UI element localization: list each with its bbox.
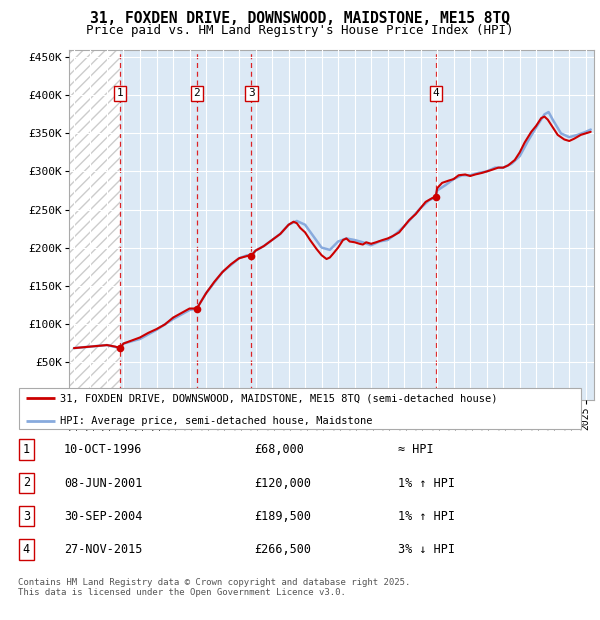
Text: £68,000: £68,000 — [254, 443, 304, 456]
Text: £189,500: £189,500 — [254, 510, 311, 523]
Text: 3: 3 — [248, 89, 255, 99]
Text: 3% ↓ HPI: 3% ↓ HPI — [398, 543, 455, 556]
Text: 4: 4 — [23, 543, 30, 556]
Text: 08-JUN-2001: 08-JUN-2001 — [64, 477, 142, 490]
Bar — [69, 50, 120, 400]
Text: 30-SEP-2004: 30-SEP-2004 — [64, 510, 142, 523]
Text: Contains HM Land Registry data © Crown copyright and database right 2025.
This d: Contains HM Land Registry data © Crown c… — [18, 578, 410, 597]
Text: 1: 1 — [23, 443, 30, 456]
Text: 2: 2 — [193, 89, 200, 99]
Text: 1% ↑ HPI: 1% ↑ HPI — [398, 510, 455, 523]
Text: 1% ↑ HPI: 1% ↑ HPI — [398, 477, 455, 490]
Text: 31, FOXDEN DRIVE, DOWNSWOOD, MAIDSTONE, ME15 8TQ (semi-detached house): 31, FOXDEN DRIVE, DOWNSWOOD, MAIDSTONE, … — [60, 393, 498, 404]
FancyBboxPatch shape — [19, 388, 581, 428]
Text: 31, FOXDEN DRIVE, DOWNSWOOD, MAIDSTONE, ME15 8TQ: 31, FOXDEN DRIVE, DOWNSWOOD, MAIDSTONE, … — [90, 11, 510, 26]
Text: ≈ HPI: ≈ HPI — [398, 443, 434, 456]
Text: 2: 2 — [23, 476, 30, 489]
Text: HPI: Average price, semi-detached house, Maidstone: HPI: Average price, semi-detached house,… — [60, 416, 373, 426]
Text: Price paid vs. HM Land Registry's House Price Index (HPI): Price paid vs. HM Land Registry's House … — [86, 24, 514, 37]
Text: 4: 4 — [432, 89, 439, 99]
Text: 10-OCT-1996: 10-OCT-1996 — [64, 443, 142, 456]
Text: 3: 3 — [23, 510, 30, 523]
Text: 1: 1 — [116, 89, 124, 99]
Text: 27-NOV-2015: 27-NOV-2015 — [64, 543, 142, 556]
Text: £266,500: £266,500 — [254, 543, 311, 556]
Text: £120,000: £120,000 — [254, 477, 311, 490]
